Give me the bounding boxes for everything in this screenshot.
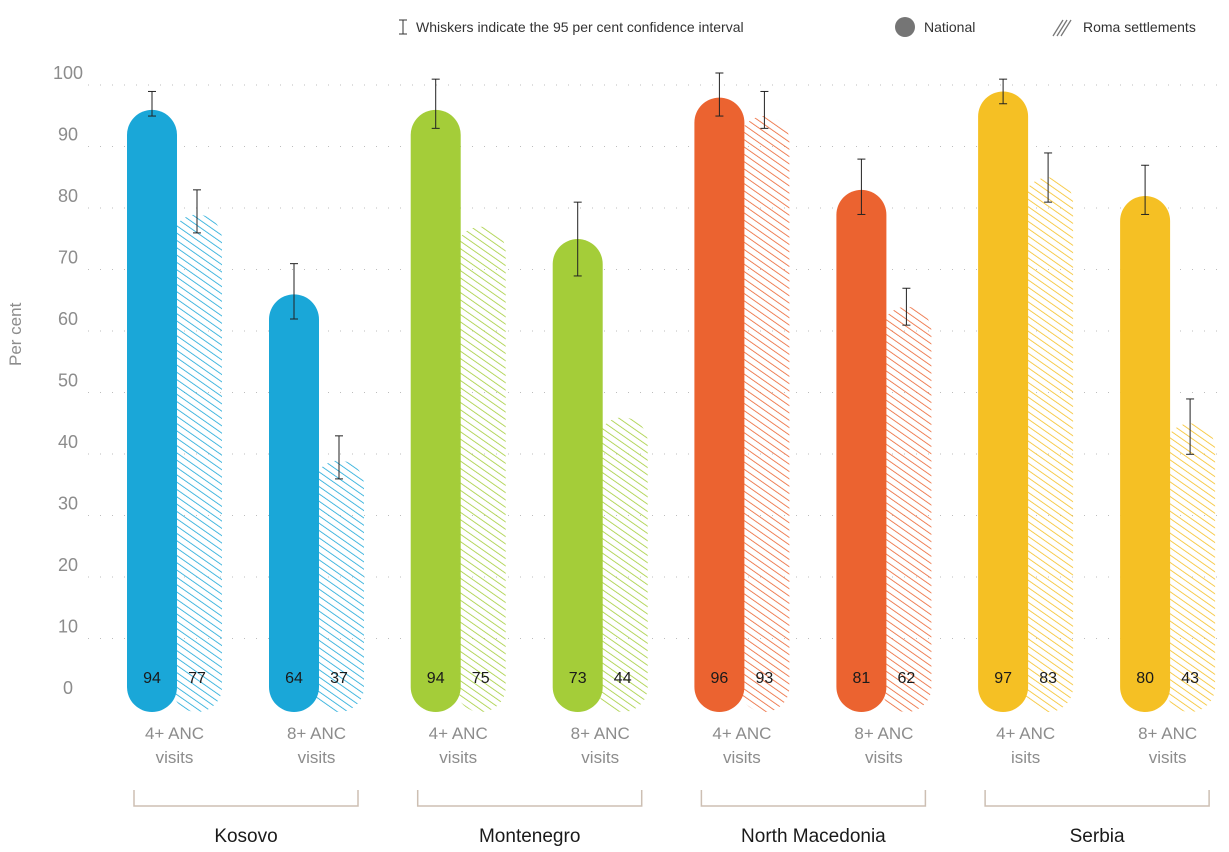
roma-value-label: 93 — [756, 670, 774, 687]
national-bar — [836, 189, 887, 713]
y-tick-label: 30 — [58, 494, 78, 514]
category-label-line1: 4+ ANC — [712, 724, 771, 743]
legend-roma-label: Roma settlements — [1083, 19, 1196, 35]
national-swatch-icon — [895, 17, 915, 37]
roma-value-label: 37 — [330, 670, 348, 687]
category-label-line2: visits — [439, 748, 477, 767]
legend-whisker: Whiskers indicate the 95 per cent confid… — [398, 15, 744, 39]
national-bar — [694, 97, 745, 713]
roma-value-label: 44 — [614, 670, 632, 687]
category-label-line2: visits — [581, 748, 619, 767]
roma-value-label: 62 — [898, 670, 916, 687]
y-tick-label: 100 — [53, 63, 83, 83]
category-label-line1: 8+ ANC — [571, 724, 630, 743]
roma-bar — [314, 460, 364, 712]
roma-bar — [881, 306, 932, 712]
y-tick-label: 60 — [58, 309, 78, 329]
category-label-line2: isits — [1011, 748, 1040, 767]
national-value-label: 94 — [427, 670, 445, 687]
y-tick-label: 0 — [63, 678, 73, 698]
roma-value-label: 77 — [188, 670, 206, 687]
category-label-line1: 4+ ANC — [996, 724, 1055, 743]
roma-bar — [1023, 177, 1074, 713]
y-tick-label: 50 — [58, 371, 78, 391]
group-label: North Macedonia — [741, 826, 886, 847]
group-label: Montenegro — [479, 826, 580, 847]
legend-national-label: National — [924, 19, 976, 35]
roma-bar — [597, 417, 648, 712]
y-tick-label: 80 — [58, 186, 78, 206]
y-tick-label: 10 — [58, 617, 78, 637]
category-label-line1: 4+ ANC — [429, 724, 488, 743]
y-tick-label: 90 — [58, 125, 78, 145]
national-value-label: 81 — [853, 670, 871, 687]
legend-whisker-label: Whiskers indicate the 95 per cent confid… — [416, 19, 744, 35]
group-bracket — [700, 790, 927, 807]
y-tick-label: 20 — [58, 555, 78, 575]
category-label-line1: 8+ ANC — [287, 724, 346, 743]
legend-national: National — [894, 15, 975, 39]
whisker-icon — [399, 19, 407, 35]
group-bracket — [133, 790, 359, 807]
roma-bar — [172, 214, 222, 712]
roma-value-label: 43 — [1181, 670, 1199, 687]
y-tick-label: 40 — [58, 432, 78, 452]
national-bar — [552, 239, 603, 713]
group-label: Serbia — [1070, 826, 1125, 847]
national-bar — [127, 109, 177, 712]
category-label-line1: 4+ ANC — [145, 724, 204, 743]
national-bar — [1120, 196, 1171, 712]
group-bracket — [984, 790, 1210, 807]
category-label-line2: visits — [865, 748, 903, 767]
category-label-line2: visits — [298, 748, 336, 767]
national-bar — [410, 109, 461, 712]
roma-value-label: 83 — [1039, 670, 1057, 687]
category-label-line1: 8+ ANC — [1138, 724, 1197, 743]
national-bar — [269, 294, 319, 712]
group-bracket — [416, 790, 643, 807]
category-label-line2: visits — [156, 748, 194, 767]
category-label-line2: visits — [723, 748, 761, 767]
roma-bar — [1165, 423, 1216, 712]
roma-bar — [739, 116, 790, 713]
national-value-label: 73 — [569, 670, 587, 687]
roma-value-label: 75 — [472, 670, 490, 687]
national-bar — [978, 91, 1029, 712]
national-value-label: 96 — [711, 670, 729, 687]
y-tick-label: 70 — [58, 248, 78, 268]
national-value-label: 64 — [285, 670, 303, 687]
category-label-line1: 8+ ANC — [854, 724, 913, 743]
national-value-label: 80 — [1136, 670, 1154, 687]
national-value-label: 97 — [994, 670, 1012, 687]
roma-bar — [455, 226, 506, 712]
national-value-label: 94 — [143, 670, 161, 687]
group-label: Kosovo — [214, 826, 277, 847]
roma-swatch-icon — [1052, 19, 1072, 37]
legend-roma: Roma settlements — [1051, 15, 1196, 39]
category-label-line2: visits — [1149, 748, 1187, 767]
